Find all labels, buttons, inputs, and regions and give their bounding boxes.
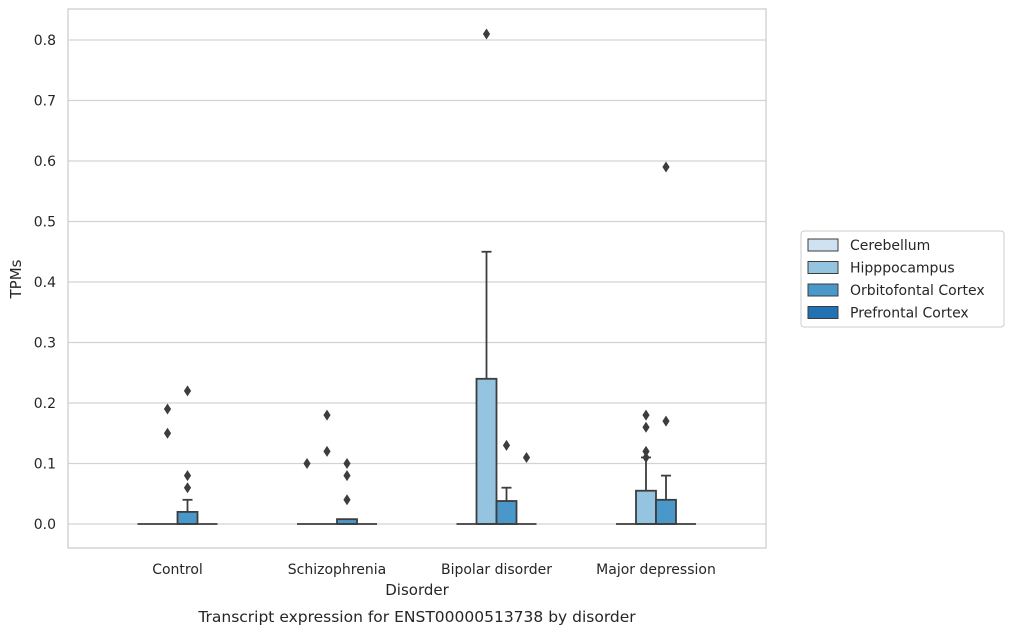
outlier-point [183,385,192,397]
y-tick-label: 0.0 [34,517,56,533]
x-tick-label: Major depression [596,562,716,578]
y-tick-label: 0.3 [34,336,56,352]
x-tick-label: Schizophrenia [288,562,386,578]
y-tick-label: 0.6 [34,154,56,170]
legend-item: Prefrontal Cortex [807,306,969,322]
y-tick-label: 0.4 [34,275,56,291]
box-plot [495,486,518,525]
outlier-point [502,439,511,451]
outlier-point [183,482,192,494]
legend-item: Orbitofontal Cortex [807,283,985,299]
outlier-point [662,161,670,173]
y-axis-ticks: 0.0 0.1 0.2 0.3 0.4 0.5 0.6 0.7 0.8 [34,33,56,533]
outlier-point [163,427,172,439]
box [475,377,498,525]
outlier-point [323,409,331,421]
box-plot [336,518,358,525]
box [635,489,657,525]
figure-caption: Transcript expression for ENST0000051373… [197,608,636,626]
outlier-point [343,494,351,506]
x-axis-ticks: Control Schizophrenia Bipolar disorder Majo… [152,562,716,578]
outlier-point [183,470,192,482]
outlier-point [343,470,351,482]
box [655,498,677,525]
y-tick-label: 0.5 [34,215,56,231]
legend-swatch [807,261,839,274]
y-tick-label: 0.1 [34,457,56,473]
legend-label: Orbitofontal Cortex [850,283,985,299]
x-tick-label: Bipolar disorder [441,562,552,578]
box [495,500,518,525]
outlier-point [642,451,650,463]
outlier-point [323,445,331,457]
legend-label: Prefrontal Cortex [850,306,969,322]
grid-lines [68,39,766,525]
outlier-point [343,458,351,469]
legend-frame [800,230,1005,328]
box-plot [176,498,199,525]
box [176,510,199,525]
outlier-point [482,28,491,40]
y-tick-label: 0.8 [34,33,56,49]
box-plot [475,250,498,525]
box-plot [655,474,677,525]
box-plot [635,456,657,525]
legend-swatch [807,238,839,252]
legend-label: Cerebellum [850,238,930,254]
y-tick-label: 0.7 [34,94,56,110]
legend-label: Hipppocampus [850,261,955,277]
outlier-point [163,403,172,415]
x-axis-label: Disorder [385,581,449,599]
legend-item: Cerebellum [807,238,930,254]
legend-swatch [807,306,839,319]
outlier-point [662,415,670,427]
y-tick-label: 0.2 [34,396,56,412]
outlier-point [642,409,650,421]
box-plots [137,250,696,525]
x-tick-label: Control [152,562,203,578]
outlier-point [303,458,311,469]
legend-swatch [807,283,839,297]
outlier-point [642,421,650,433]
legend: Cerebellum Hipppocampus Orbitofontal Corte… [800,230,1005,328]
plot-frame [67,8,767,549]
legend-item: Hipppocampus [807,261,955,277]
outlier-points [163,28,670,506]
y-axis-label: TPMs [7,259,25,299]
outlier-point [522,451,531,463]
outlier-point [642,445,650,457]
